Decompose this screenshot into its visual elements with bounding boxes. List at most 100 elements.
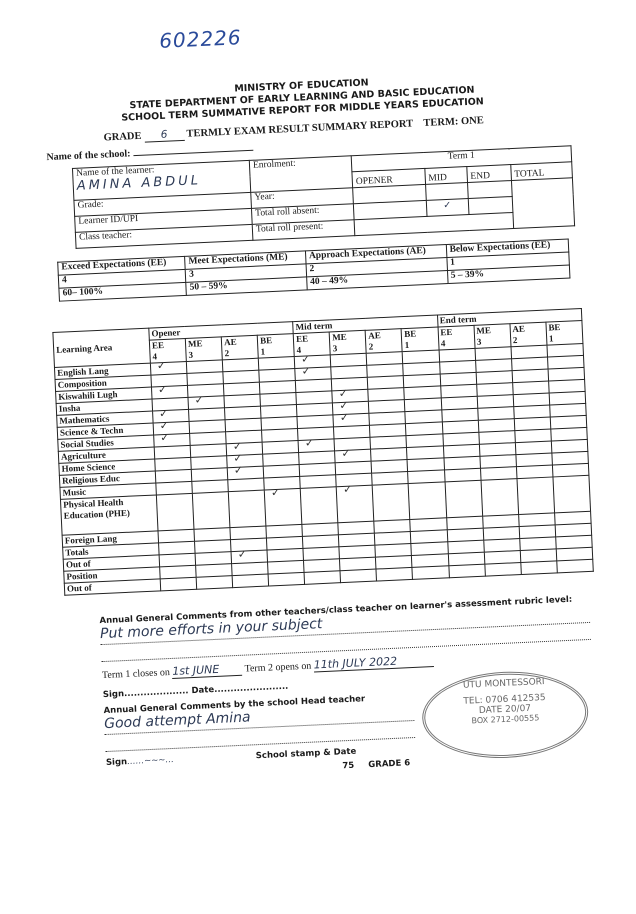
school-name-field: Name of the school:	[46, 143, 254, 164]
subcol-code: BE	[548, 321, 561, 333]
levels-table: Exceed Expectations (EE) Meet Expectatio…	[57, 239, 570, 302]
grade-cell	[408, 481, 447, 520]
grade-value: 6	[143, 127, 185, 143]
stamp-date-label: School stamp & Date	[255, 746, 357, 762]
footer-grade: GRADE 6	[368, 758, 411, 771]
grade-cell	[228, 490, 267, 528]
subcol-score: 1	[404, 339, 410, 351]
sign-label: Sign	[102, 689, 125, 701]
subcol-code: EE	[295, 333, 309, 344]
subcol-code: ME	[476, 325, 492, 336]
grade-cell	[304, 570, 341, 585]
learning-area-header: Learning Area	[52, 328, 151, 368]
subcol-ae-2: AE 2	[509, 322, 547, 347]
tick-mark: ✓	[237, 548, 248, 561]
term2-opens-value: 11th JULY 2022	[313, 653, 434, 673]
subcol-code: AE	[512, 323, 526, 335]
subcol-ee-1: EE 4	[293, 331, 331, 357]
subcol-code: BE	[259, 335, 273, 346]
subcol-ee-0: EE 4	[149, 338, 187, 364]
subcol-be-0: BE 1	[257, 333, 295, 359]
grade-cell	[156, 493, 194, 531]
grade-cell	[480, 478, 519, 517]
tick-mark: ✓	[159, 431, 170, 445]
subcol-me-2: ME 3	[473, 323, 511, 349]
tick-mark: ✓	[339, 411, 350, 425]
subcol-score: 3	[332, 343, 338, 354]
tick-mark: ✓	[194, 394, 205, 407]
roll-present-field: Total roll present:	[252, 219, 355, 241]
grade-cell	[196, 575, 233, 590]
subcol-ae-0: AE 2	[221, 335, 259, 360]
tick-mark: ✓	[159, 419, 170, 433]
grade-cell	[268, 572, 305, 586]
tick-mark: ✓	[156, 359, 167, 373]
subcol-ee-2: EE 4	[437, 325, 475, 351]
subcol-score: 2	[512, 334, 518, 346]
grade-cell: ✓	[264, 486, 303, 527]
subcol-be-2: BE 1	[545, 320, 583, 346]
grade-cell: ✓	[336, 483, 375, 523]
subcol-score: 2	[368, 341, 374, 352]
subcol-code: AE	[367, 330, 381, 341]
grade-cell	[192, 491, 230, 530]
subcol-me-1: ME 3	[329, 330, 367, 355]
grade-cell	[448, 564, 485, 578]
subcol-score: 2	[224, 348, 230, 359]
grade-cell	[412, 565, 449, 580]
subcol-score: 4	[440, 338, 446, 349]
tick-mark: ✓	[339, 399, 349, 413]
page-number: 75	[342, 760, 355, 772]
tick-mark: ✓	[304, 437, 315, 450]
tick-mark: ✓	[301, 365, 312, 378]
term-label: TERM: ONE	[423, 115, 484, 129]
tick-mark: ✓	[341, 447, 351, 461]
subcol-code: EE	[440, 326, 453, 338]
tick-mark: ✓	[270, 486, 281, 500]
tick-mark: ✓	[338, 387, 349, 401]
grade-cell	[552, 475, 591, 513]
date-label: Date	[191, 685, 215, 697]
grade-cell	[516, 476, 555, 515]
subcol-code: AE	[223, 336, 237, 348]
subcol-score: 3	[476, 336, 482, 347]
term1-closes-label: Term 1 closes on	[101, 667, 171, 682]
tick-mark: ✓	[233, 464, 244, 477]
grade-cell	[484, 562, 522, 577]
reference-number: 602226	[158, 25, 243, 53]
subcol-ae-1: AE 2	[365, 328, 403, 354]
grade-cell	[340, 569, 377, 583]
tick-mark: ✓	[232, 440, 243, 453]
grade-cell	[372, 483, 411, 522]
grade-cell	[376, 567, 413, 582]
subcol-code: EE	[151, 339, 165, 351]
grade-cell	[556, 559, 594, 573]
term2-opens-label: Term 2 opens on	[244, 660, 312, 675]
subcol-score: 3	[188, 349, 194, 360]
grade-label: GRADE	[103, 130, 142, 144]
report-title: TERMLY EXAM RESULT SUMMARY REPORT	[186, 118, 414, 140]
subcol-code: ME	[187, 338, 203, 349]
enrolment-cell: Enrolment:	[249, 155, 353, 193]
tick-mark: ✓	[158, 407, 169, 421]
tick-mark: ✓	[157, 383, 168, 397]
school-label: Name of the school:	[46, 148, 131, 164]
grade-cell	[160, 577, 197, 591]
subcol-score: 1	[548, 333, 554, 344]
grade-cell	[300, 486, 339, 525]
head-sign-label: Sign	[105, 757, 128, 769]
col-mid: MID	[424, 166, 468, 185]
subcol-be-1: BE 1	[401, 327, 439, 352]
tick-mark: ✓	[300, 353, 311, 366]
subcol-code: BE	[404, 328, 417, 340]
grade-cell	[232, 573, 269, 588]
grade-cell	[444, 480, 483, 518]
term1-closes-value: 1st JUNE	[172, 661, 243, 679]
learner-info-table: Name of the learner: AMINA ABDUL Enrolmen…	[72, 145, 575, 249]
subcol-score: 1	[260, 346, 266, 357]
tick-mark: ✓	[233, 452, 243, 465]
mid-tick: ✓	[425, 198, 469, 217]
tick-mark: ✓	[342, 483, 353, 496]
learning-area-name: Physical Health Education (PHE)	[60, 494, 158, 536]
